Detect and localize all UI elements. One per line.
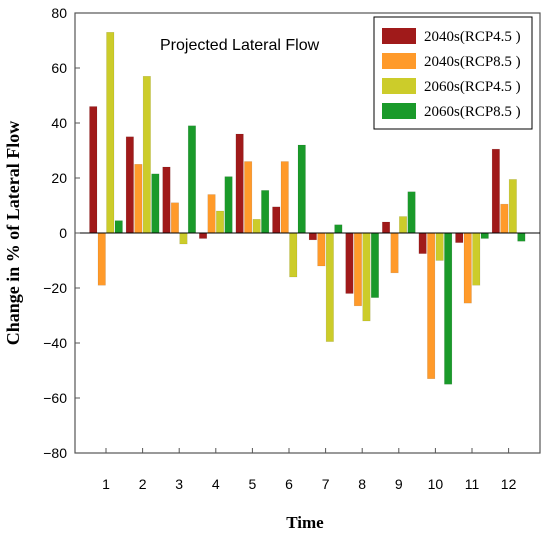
x-tick-label: 3 xyxy=(175,476,183,492)
y-tick-label: 80 xyxy=(51,5,67,21)
bar-series-1-time-4 xyxy=(199,232,208,239)
legend-swatch xyxy=(382,28,416,44)
bar-series-3-time-12 xyxy=(508,179,517,234)
bar-series-4-time-6 xyxy=(297,144,306,234)
x-axis-title: Time xyxy=(286,513,324,532)
bar-series-4-time-3 xyxy=(187,125,196,234)
bar-series-1-time-6 xyxy=(272,206,281,234)
x-tick-label: 9 xyxy=(395,476,403,492)
bar-series-3-time-10 xyxy=(435,232,444,261)
bar-series-4-time-7 xyxy=(334,224,343,234)
legend-label: 2060s(RCP4.5 ) xyxy=(424,79,521,95)
bar-series-3-time-1 xyxy=(106,32,115,234)
bar-series-1-time-3 xyxy=(162,166,171,234)
bar-series-3-time-11 xyxy=(472,232,481,286)
y-tick-label: −80 xyxy=(43,445,67,461)
y-tick-label: 40 xyxy=(51,115,67,131)
x-tick-label: 6 xyxy=(285,476,293,492)
bar-series-2-time-9 xyxy=(390,232,399,274)
x-tick-label: 8 xyxy=(358,476,366,492)
bar-series-3-time-5 xyxy=(252,219,261,234)
bar-series-2-time-4 xyxy=(207,194,216,234)
bar-series-4-time-10 xyxy=(444,232,453,385)
bar-series-1-time-5 xyxy=(235,133,244,234)
y-tick-label: −60 xyxy=(43,390,67,406)
bar-series-1-time-8 xyxy=(345,232,354,294)
legend: 2040s(RCP4.5 ) 2040s(RCP8.5 ) 2060s(RCP4.5… xyxy=(373,16,533,130)
bar-series-1-time-10 xyxy=(418,232,427,254)
bar-series-4-time-9 xyxy=(407,191,416,234)
bar-series-2-time-8 xyxy=(353,232,362,307)
bar-series-1-time-1 xyxy=(89,106,98,234)
bar-series-2-time-6 xyxy=(280,161,289,234)
x-tick-label: 5 xyxy=(249,476,257,492)
bar-series-2-time-11 xyxy=(463,232,472,304)
legend-label: 2060s(RCP8.5 ) xyxy=(424,104,521,120)
legend-label: 2040s(RCP4.5 ) xyxy=(424,29,521,45)
bar-series-4-time-1 xyxy=(114,220,123,234)
x-tick-label: 4 xyxy=(212,476,220,492)
bar-series-2-time-7 xyxy=(317,232,326,267)
bar-series-3-time-8 xyxy=(362,232,371,322)
bar-series-2-time-5 xyxy=(244,161,253,234)
bar-series-3-time-4 xyxy=(216,210,225,234)
legend-swatch xyxy=(382,103,416,119)
y-tick-label: 60 xyxy=(51,60,67,76)
x-tick-label: 11 xyxy=(465,476,480,492)
y-axis-title: Change in % of Lateral Flow xyxy=(3,121,23,346)
bar-series-3-time-9 xyxy=(399,216,408,234)
bar-series-3-time-2 xyxy=(142,76,151,234)
bar-series-2-time-1 xyxy=(97,232,106,286)
y-tick-label: 0 xyxy=(59,225,67,241)
y-axis: 80 60 40 20 0 −20 −40 −60 −80 xyxy=(43,5,80,461)
bar-series-1-time-7 xyxy=(308,232,317,241)
bar-series-2-time-12 xyxy=(500,203,509,234)
bar-series-2-time-3 xyxy=(170,202,179,234)
bar-series-4-time-12 xyxy=(517,232,526,242)
bar-group xyxy=(89,32,526,385)
y-tick-label: −20 xyxy=(43,280,67,296)
x-tick-label: 12 xyxy=(501,476,517,492)
legend-swatch xyxy=(382,53,416,69)
bar-series-1-time-11 xyxy=(455,232,464,243)
y-tick-label: 20 xyxy=(51,170,67,186)
y-tick-label: −40 xyxy=(43,335,67,351)
bar-series-2-time-10 xyxy=(427,232,436,379)
bar-series-2-time-2 xyxy=(134,164,143,234)
bar-series-3-time-6 xyxy=(289,232,298,278)
x-tick-label: 10 xyxy=(428,476,444,492)
bar-series-1-time-12 xyxy=(491,148,500,234)
bar-series-3-time-3 xyxy=(179,232,188,245)
bar-series-4-time-4 xyxy=(224,176,233,234)
bar-series-4-time-2 xyxy=(151,173,160,234)
legend-swatch xyxy=(382,78,416,94)
legend-label: 2040s(RCP8.5 ) xyxy=(424,54,521,70)
bar-series-1-time-9 xyxy=(382,221,391,234)
chart-title: Projected Lateral Flow xyxy=(160,37,320,54)
bar-series-1-time-2 xyxy=(125,136,134,234)
bar-series-4-time-11 xyxy=(480,232,489,239)
x-tick-label: 2 xyxy=(139,476,147,492)
x-tick-label: 1 xyxy=(102,476,110,492)
bar-series-4-time-5 xyxy=(261,190,270,234)
x-tick-label: 7 xyxy=(322,476,330,492)
bar-series-3-time-7 xyxy=(325,232,334,342)
bar-series-4-time-8 xyxy=(370,232,379,298)
x-axis: 1 2 3 4 5 6 7 8 9 10 11 12 xyxy=(102,448,517,492)
